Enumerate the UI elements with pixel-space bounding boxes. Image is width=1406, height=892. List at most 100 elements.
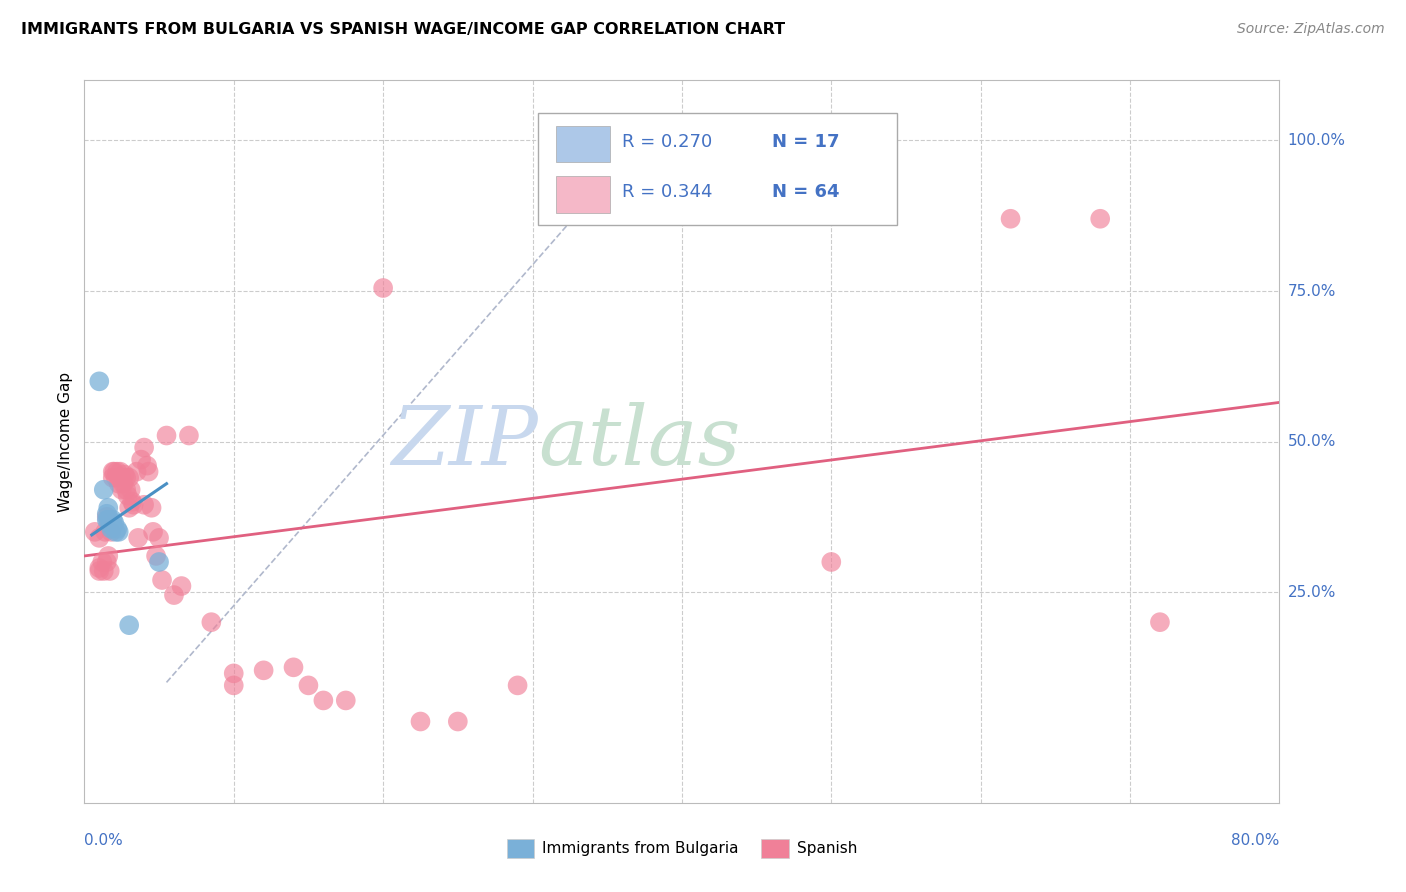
Point: [177, 428, 200, 442]
Point: [312, 693, 335, 707]
Point: [115, 483, 138, 497]
Point: [107, 471, 129, 485]
Text: 50.0%: 50.0%: [1288, 434, 1336, 449]
Point: [96, 509, 118, 524]
Point: [105, 465, 128, 479]
Point: [1149, 615, 1171, 630]
Point: [253, 664, 276, 678]
Y-axis label: Wage/Income Gap: Wage/Income Gap: [58, 371, 73, 512]
Point: [148, 531, 170, 545]
Text: R = 0.344: R = 0.344: [623, 183, 713, 202]
Point: [103, 516, 125, 530]
Point: [89, 531, 111, 545]
Point: [107, 476, 129, 491]
Point: [283, 660, 305, 674]
Text: N = 17: N = 17: [772, 133, 839, 151]
Text: IMMIGRANTS FROM BULGARIA VS SPANISH WAGE/INCOME GAP CORRELATION CHART: IMMIGRANTS FROM BULGARIA VS SPANISH WAGE…: [21, 22, 785, 37]
Point: [104, 471, 127, 485]
Point: [136, 458, 159, 473]
Point: [200, 615, 222, 630]
Point: [142, 524, 165, 539]
Point: [118, 618, 141, 632]
FancyBboxPatch shape: [538, 112, 897, 225]
Point: [96, 513, 118, 527]
Text: 0.0%: 0.0%: [84, 833, 124, 848]
Point: [118, 500, 141, 515]
Legend: Immigrants from Bulgaria, Spanish: Immigrants from Bulgaria, Spanish: [501, 833, 863, 863]
Point: [127, 531, 149, 545]
Point: [409, 714, 432, 729]
Point: [132, 498, 156, 512]
Point: [104, 524, 127, 539]
Point: [506, 678, 529, 692]
Point: [115, 471, 138, 485]
Point: [96, 555, 118, 569]
Point: [121, 494, 143, 508]
FancyBboxPatch shape: [557, 177, 610, 212]
Text: 100.0%: 100.0%: [1288, 133, 1346, 148]
Point: [100, 519, 122, 533]
Point: [1000, 211, 1022, 226]
Point: [111, 471, 134, 485]
Point: [89, 561, 111, 575]
Point: [125, 465, 148, 479]
Text: Source: ZipAtlas.com: Source: ZipAtlas.com: [1237, 22, 1385, 37]
Point: [111, 483, 134, 497]
Text: 75.0%: 75.0%: [1288, 284, 1336, 299]
Point: [112, 476, 135, 491]
Text: ZIP: ZIP: [392, 401, 538, 482]
Point: [101, 513, 124, 527]
Point: [97, 500, 120, 515]
FancyBboxPatch shape: [557, 126, 610, 162]
Point: [93, 564, 115, 578]
Point: [141, 500, 163, 515]
Point: [89, 564, 111, 578]
Point: [105, 522, 128, 536]
Point: [91, 555, 114, 569]
Point: [820, 555, 842, 569]
Point: [118, 471, 141, 485]
Point: [145, 549, 167, 563]
Point: [100, 524, 122, 539]
Point: [98, 564, 121, 578]
Point: [297, 678, 319, 692]
Text: 25.0%: 25.0%: [1288, 584, 1336, 599]
Point: [94, 524, 117, 539]
Point: [132, 441, 156, 455]
Point: [148, 555, 170, 569]
Point: [447, 714, 470, 729]
Point: [100, 522, 122, 536]
Point: [89, 375, 111, 389]
Point: [110, 465, 132, 479]
Text: atlas: atlas: [538, 401, 741, 482]
Point: [373, 281, 395, 295]
Point: [101, 465, 124, 479]
Point: [93, 483, 115, 497]
Point: [114, 467, 136, 482]
Point: [117, 489, 139, 503]
Point: [138, 465, 160, 479]
Point: [83, 524, 105, 539]
Point: [96, 507, 118, 521]
Point: [1090, 211, 1112, 226]
Point: [107, 524, 129, 539]
Point: [155, 428, 177, 442]
Point: [97, 549, 120, 563]
Point: [335, 693, 357, 707]
Point: [163, 588, 186, 602]
Point: [129, 452, 152, 467]
Point: [170, 579, 193, 593]
Text: R = 0.270: R = 0.270: [623, 133, 713, 151]
Point: [222, 678, 245, 692]
Point: [122, 498, 145, 512]
Text: 80.0%: 80.0%: [1232, 833, 1279, 848]
Point: [97, 513, 120, 527]
Point: [98, 513, 121, 527]
Point: [101, 471, 124, 485]
Point: [103, 465, 125, 479]
Point: [101, 519, 124, 533]
Text: N = 64: N = 64: [772, 183, 839, 202]
Point: [150, 573, 173, 587]
Point: [120, 483, 142, 497]
Point: [222, 666, 245, 681]
